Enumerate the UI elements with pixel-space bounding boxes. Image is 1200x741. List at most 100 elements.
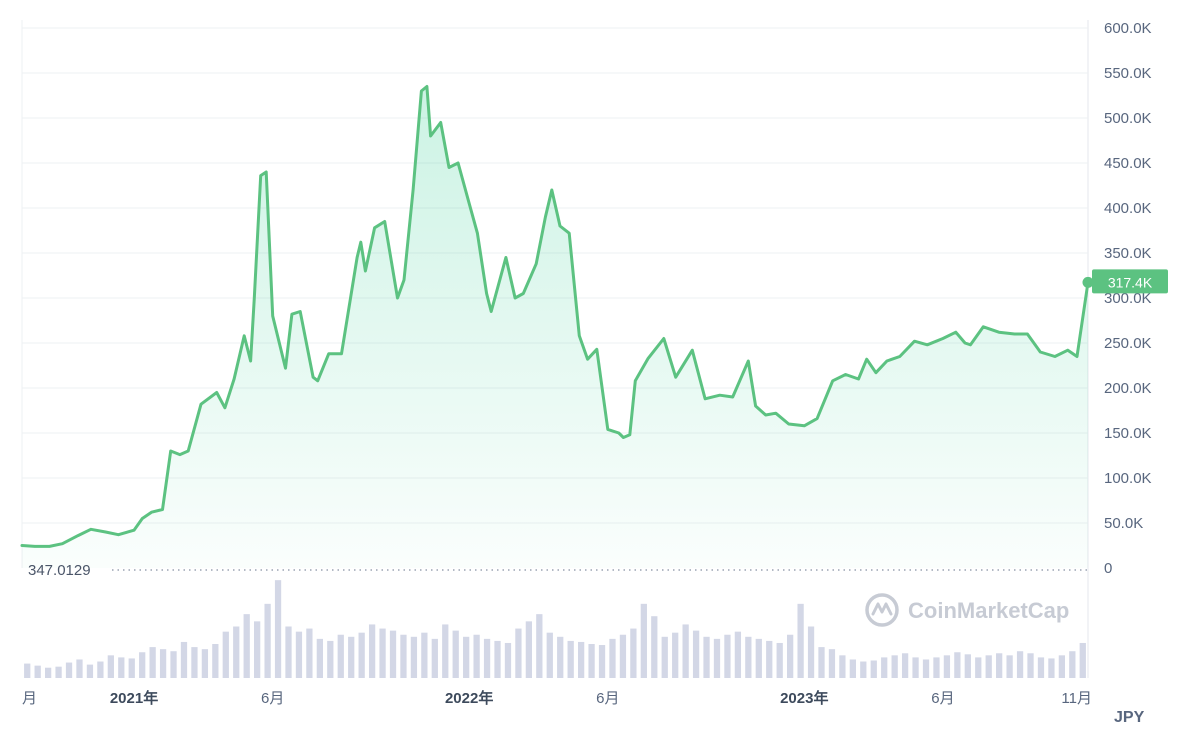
volume-bar [327, 640, 334, 678]
volume-bar [598, 645, 606, 678]
volume-bar [86, 664, 94, 678]
volume-bar [1016, 651, 1024, 678]
volume-bar [348, 636, 355, 678]
y-tick-label: 350.0K [1104, 245, 1152, 262]
volume-bar [233, 626, 240, 678]
volume-bar [860, 661, 867, 678]
volume-bar [494, 640, 501, 678]
volume-bar [609, 638, 616, 678]
volume-bar [619, 634, 627, 678]
volume-bar [76, 659, 83, 678]
volume-bar [316, 638, 323, 678]
volume-bar [588, 644, 595, 678]
volume-bar [180, 641, 188, 678]
baseline: 347.0129 [28, 562, 1088, 579]
volume-bar [839, 655, 846, 678]
y-tick-label: 150.0K [1104, 425, 1152, 442]
volume-bar [442, 624, 449, 678]
volume-bar [410, 636, 418, 678]
volume-bar [107, 655, 114, 678]
volume-bar [295, 631, 303, 678]
volume-bar [274, 580, 282, 678]
y-tick-label: 300.0K [1104, 290, 1152, 307]
volume-bar [787, 634, 794, 678]
volume-bar [818, 647, 825, 678]
x-tick-label: 2021年 [110, 689, 158, 707]
price-area [20, 85, 1090, 568]
volume-bars [24, 580, 1086, 678]
volume-bar [640, 603, 647, 678]
volume-bar [891, 655, 898, 678]
y-tick-label: 500.0K [1104, 110, 1152, 127]
volume-bar [201, 649, 209, 678]
last-price-dot [1082, 276, 1094, 288]
volume-bar [975, 657, 982, 678]
volume-bar [473, 634, 480, 678]
price-area-fill [22, 86, 1088, 568]
volume-bar [536, 614, 543, 678]
y-tick-label: 50.0K [1104, 515, 1143, 532]
y-tick-label: 550.0K [1104, 65, 1152, 82]
y-tick-label: 450.0K [1104, 155, 1152, 172]
volume-bar [1079, 642, 1086, 678]
y-tick-label: 600.0K [1104, 20, 1152, 37]
y-tick-label: 0 [1104, 560, 1112, 577]
volume-bar [964, 654, 971, 678]
y-tick-label: 250.0K [1104, 335, 1152, 352]
volume-bar [943, 655, 951, 678]
volume-bar [431, 638, 438, 678]
volume-bar [118, 657, 125, 678]
volume-bar [191, 647, 198, 678]
volume-bar [734, 631, 742, 678]
volume-bar [358, 632, 365, 678]
volume-bar [996, 653, 1003, 678]
volume-bar [745, 636, 752, 678]
volume-bar [557, 636, 564, 678]
volume-bar [34, 665, 41, 678]
volume-bar [985, 655, 992, 678]
volume-bar [1037, 657, 1045, 678]
volume-bar [567, 640, 574, 678]
volume-bar [483, 638, 491, 678]
volume-bar [703, 636, 710, 678]
volume-bar [672, 632, 679, 678]
volume-bar [912, 657, 919, 678]
volume-bar [724, 634, 731, 678]
volume-bar [368, 624, 376, 678]
volume-bar [870, 660, 877, 678]
volume-bar [128, 658, 135, 678]
volume-bar [901, 653, 909, 678]
volume-bar [97, 661, 104, 678]
volume-bar [546, 632, 553, 678]
volume-bar [922, 659, 930, 678]
x-tick-label: 6月 [261, 690, 284, 707]
volume-bar [421, 632, 428, 678]
volume-bar [881, 657, 888, 678]
y-tick-label: 400.0K [1104, 200, 1152, 217]
volume-bar [1006, 655, 1013, 678]
x-tick-label: 6月 [596, 690, 619, 707]
volume-bar [159, 649, 167, 678]
volume-bar [577, 641, 585, 678]
x-tick-label: 月 [22, 690, 37, 707]
volume-bar [807, 626, 815, 678]
x-tick-label: 2023年 [780, 689, 828, 707]
volume-bar [651, 616, 658, 678]
volume-bar [170, 651, 177, 678]
volume-bar [243, 614, 250, 678]
volume-bar [849, 659, 856, 678]
volume-bar [682, 624, 689, 678]
last-price-badge [1092, 269, 1168, 294]
volume-bar [661, 636, 668, 678]
volume-bar [452, 630, 459, 678]
volume-bar [1069, 651, 1076, 678]
volume-bar [797, 603, 804, 678]
volume-bar [222, 631, 229, 678]
price-line [20, 85, 1090, 548]
volume-bar [525, 621, 533, 678]
volume-bar [44, 667, 52, 678]
x-tick-label: 6月 [931, 690, 954, 707]
y-tick-label: 200.0K [1104, 380, 1152, 397]
coinmarketcap-logo-icon [865, 593, 899, 627]
